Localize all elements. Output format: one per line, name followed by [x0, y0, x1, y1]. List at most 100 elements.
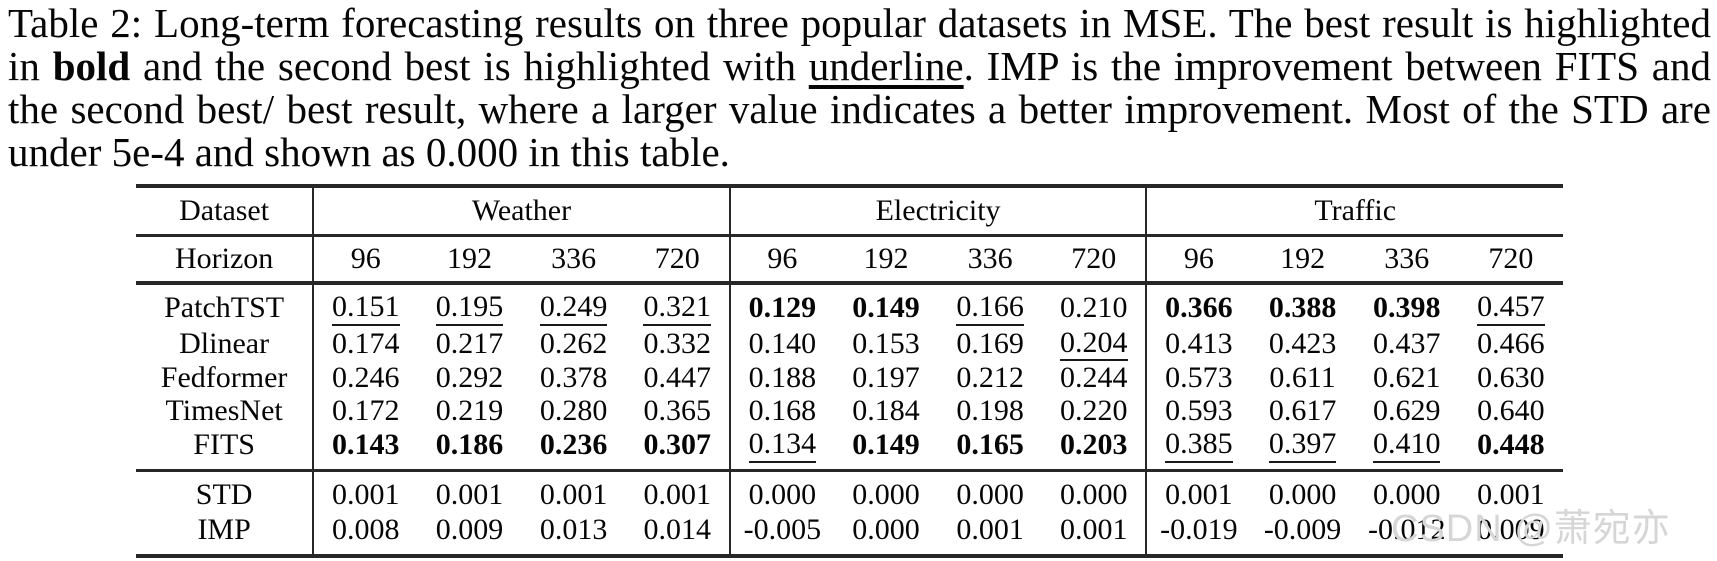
value-cell: -0.012 [1355, 512, 1459, 556]
value: 0.184 [852, 394, 920, 428]
value: 0.617 [1268, 394, 1337, 428]
horizon-cell: 192 [1250, 235, 1355, 285]
value-cell: 0.000 [834, 512, 938, 556]
value-cell: 0.149 [834, 283, 938, 326]
value-cell: 0.203 [1042, 427, 1147, 472]
second-best-value: 0.249 [539, 291, 608, 326]
value: 0.001 [956, 512, 1024, 546]
value-cell: 0.219 [417, 394, 521, 427]
second-best-value: 0.195 [435, 291, 504, 326]
horizon-cell: 720 [1458, 235, 1563, 285]
value-cell: 0.398 [1355, 283, 1459, 326]
value: 0.292 [435, 361, 504, 395]
best-value: 0.398 [1372, 291, 1441, 325]
value-cell: 0.000 [728, 470, 834, 512]
value-cell: 0.001 [1145, 470, 1251, 512]
value-cell: 0.437 [1355, 326, 1459, 362]
horizon-cell: 96 [728, 235, 834, 285]
value-cell: 0.262 [522, 326, 626, 362]
dataset-header-row: Dataset Weather Electricity Traffic [136, 186, 1563, 237]
value-cell: 0.630 [1459, 361, 1563, 394]
value-cell: 0.153 [834, 326, 938, 362]
value-cell: 0.149 [833, 427, 939, 472]
table-row-fits: FITS 0.143 0.186 0.236 0.307 0.134 0.149 0.165 0… [136, 427, 1563, 472]
dataset-header-label: Dataset [136, 186, 314, 237]
row-label: IMP [197, 512, 251, 546]
value: 0.262 [539, 326, 608, 360]
caption-text: . IMP is the improvement between FITS an… [8, 43, 1711, 175]
caption-bold-word: bold [52, 43, 131, 89]
value: 0.219 [435, 394, 504, 428]
value-cell: 0.292 [417, 361, 521, 394]
value: 0.197 [852, 361, 920, 395]
value-cell: 0.378 [522, 361, 626, 394]
value-cell: 0.188 [728, 361, 834, 395]
value-cell: 0.001 [626, 470, 730, 512]
best-value: 0.366 [1165, 291, 1233, 325]
value-cell: 0.129 [728, 283, 834, 326]
value: 0.174 [332, 326, 400, 360]
caption-underline-word: underline [808, 43, 964, 89]
value: 0.014 [643, 512, 711, 546]
value-cell: 0.621 [1355, 361, 1459, 394]
value-cell: 0.134 [728, 427, 834, 472]
value-cell: 0.195 [417, 283, 521, 326]
value: 0.365 [643, 394, 711, 428]
value: 0.188 [748, 361, 817, 395]
value-cell: 0.000 [834, 470, 938, 512]
value: 0.001 [332, 477, 400, 511]
value: 0.447 [643, 361, 711, 395]
value-cell: 0.009 [1459, 512, 1563, 556]
value: 0.001 [1060, 512, 1128, 546]
second-best-value: 0.134 [748, 429, 817, 463]
value-cell: 0.321 [626, 283, 730, 326]
best-value: 0.307 [643, 428, 711, 462]
value: -0.005 [743, 512, 822, 546]
value: 0.220 [1060, 394, 1128, 428]
value: 0.593 [1165, 394, 1233, 428]
second-best-value: 0.151 [332, 291, 400, 326]
best-value: 0.165 [956, 428, 1024, 462]
value: 0.246 [332, 361, 400, 395]
value: 0.640 [1477, 394, 1545, 428]
value: -0.012 [1367, 512, 1446, 546]
value-cell: 0.001 [938, 512, 1042, 556]
value-cell: 0.244 [1042, 361, 1146, 394]
value-cell: 0.220 [1042, 394, 1146, 427]
value-cell: 0.457 [1459, 283, 1563, 326]
value: 0.013 [539, 512, 608, 546]
value-cell: 0.001 [1042, 512, 1146, 556]
row-label: PatchTST [164, 291, 285, 325]
group-header-electricity: Electricity [728, 186, 1147, 237]
table-row-std: STD 0.001 0.001 0.001 0.001 0.000 0.000 0.000 0.… [136, 470, 1563, 512]
value-cell: 0.466 [1459, 326, 1563, 362]
value: 0.466 [1477, 326, 1545, 360]
value-cell: 0.246 [312, 361, 418, 395]
value-cell: 0.593 [1145, 394, 1251, 428]
horizon-cell: 720 [1042, 235, 1147, 285]
best-value: 0.143 [332, 428, 400, 462]
value: 0.153 [852, 326, 920, 360]
horizon-header-label: Horizon [136, 235, 314, 285]
group-header-traffic: Traffic [1145, 186, 1563, 237]
value-cell: 0.423 [1251, 326, 1355, 362]
value-cell: 0.388 [1251, 283, 1355, 326]
value-cell: 0.365 [626, 394, 730, 427]
value: 0.000 [1372, 477, 1441, 511]
value: 0.000 [852, 477, 920, 511]
value-cell: 0.397 [1250, 427, 1355, 472]
value: 0.172 [332, 394, 400, 428]
value: 0.280 [539, 394, 608, 428]
value-cell: 0.168 [728, 394, 834, 428]
best-value: 0.129 [748, 291, 817, 325]
value-cell: 0.307 [625, 427, 730, 472]
second-best-value: 0.457 [1477, 291, 1545, 326]
table-row-fedformer: Fedformer 0.246 0.292 0.378 0.447 0.188 0.197 0… [136, 361, 1563, 395]
horizon-cell: 336 [521, 235, 626, 285]
second-best-value: 0.410 [1372, 429, 1441, 463]
value-cell: 0.166 [938, 283, 1042, 326]
horizon-cell: 96 [1145, 235, 1251, 285]
best-value: 0.203 [1060, 428, 1128, 462]
value: 0.378 [539, 361, 608, 395]
